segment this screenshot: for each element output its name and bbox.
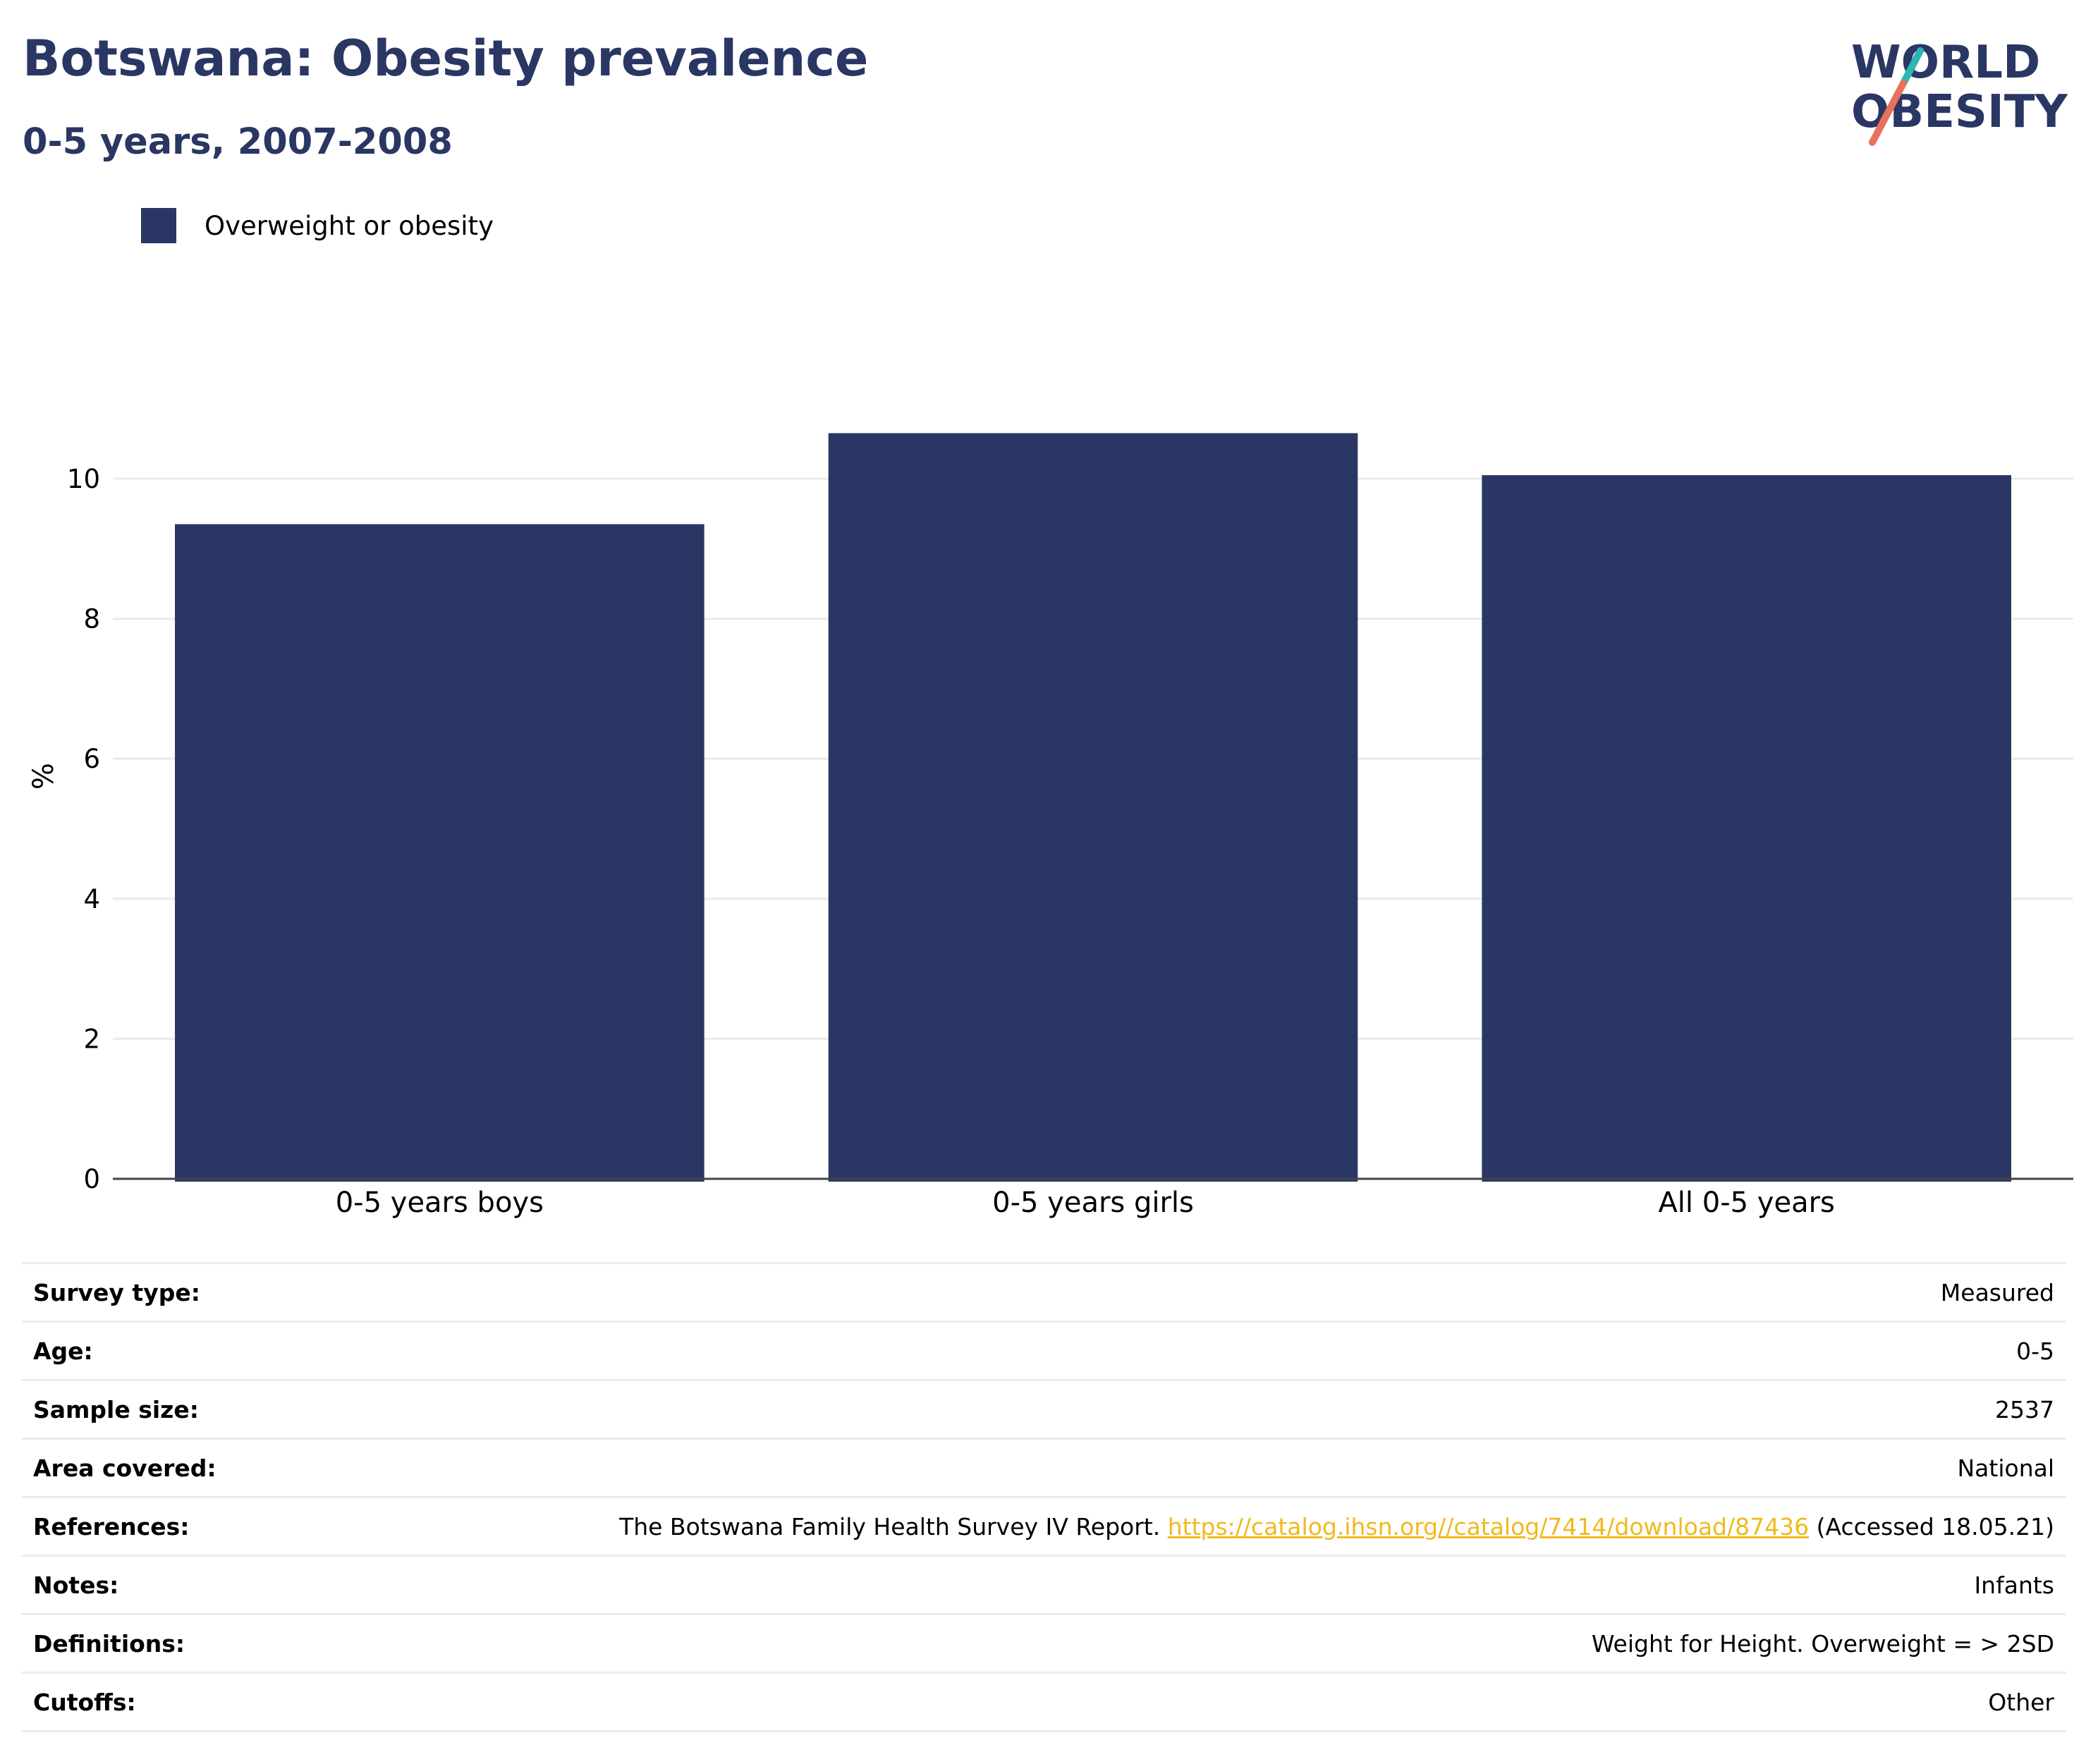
y-tick-label: 0 xyxy=(83,1164,100,1194)
info-value: 0-5 xyxy=(2016,1337,2054,1365)
info-row-references: References: The Botswana Family Health S… xyxy=(21,1497,2066,1556)
info-label: Age: xyxy=(33,1337,93,1365)
info-value: The Botswana Family Health Survey IV Rep… xyxy=(398,1497,2066,1556)
y-tick-label: 6 xyxy=(83,744,100,774)
info-label: Area covered: xyxy=(33,1454,216,1482)
x-tick-label: All 0-5 years xyxy=(1658,1187,1834,1219)
x-tick-label: 0-5 years boys xyxy=(336,1187,544,1219)
reference-link[interactable]: https://catalog.ihsn.org//catalog/7414/d… xyxy=(1167,1512,1810,1541)
info-label: Sample size: xyxy=(33,1395,199,1423)
bar xyxy=(828,433,1358,1182)
y-tick-label: 2 xyxy=(83,1024,100,1054)
chart-title: Botswana: Obesity prevalence xyxy=(23,30,869,87)
info-row-survey-type: Survey type: Measured xyxy=(21,1263,2066,1322)
bar xyxy=(175,524,705,1182)
chart-legend: Overweight or obesity xyxy=(141,208,494,243)
x-tick-label: 0-5 years girls xyxy=(992,1187,1194,1219)
y-tick-label: 4 xyxy=(83,884,100,914)
info-value: Weight for Height. Overweight = > 2SD xyxy=(1591,1629,2054,1658)
legend-swatch xyxy=(141,208,176,243)
reference-text: The Botswana Family Health Survey IV Rep… xyxy=(619,1512,1168,1541)
survey-info-table: Survey type: Measured Age: 0-5 Sample si… xyxy=(21,1262,2066,1732)
info-value: National xyxy=(1957,1454,2054,1482)
info-value: Measured xyxy=(1940,1278,2054,1306)
info-label: Survey type: xyxy=(33,1278,200,1306)
info-row-notes: Notes: Infants xyxy=(21,1555,2066,1615)
info-row-area-covered: Area covered: National xyxy=(21,1438,2066,1497)
bar xyxy=(1482,474,2011,1182)
y-axis-label: % xyxy=(28,763,60,790)
chart-subtitle: 0-5 years, 2007-2008 xyxy=(23,121,453,163)
info-row-age: Age: 0-5 xyxy=(21,1321,2066,1380)
y-tick-label: 8 xyxy=(83,604,100,635)
legend-label: Overweight or obesity xyxy=(205,210,494,241)
y-tick-label: 10 xyxy=(67,464,100,494)
reference-accessed: (Accessed 18.05.21) xyxy=(1809,1512,2054,1541)
info-label: References: xyxy=(33,1512,190,1541)
world-obesity-logo: WORLD OBESITY xyxy=(1851,37,2068,146)
bar-chart: 0 2 4 6 8 10 0-5 years boys 0-5 years girls All … xyxy=(28,433,2073,1219)
info-row-sample-size: Sample size: 2537 xyxy=(21,1380,2066,1439)
info-value: 2537 xyxy=(1995,1395,2054,1423)
info-row-definitions: Definitions: Weight for Height. Overweig… xyxy=(21,1614,2066,1673)
info-value: Other xyxy=(1988,1688,2054,1716)
info-label: Notes: xyxy=(33,1571,119,1599)
logo-line1: WORLD xyxy=(1851,37,2040,89)
info-value: Infants xyxy=(1974,1571,2054,1599)
info-row-cutoffs: Cutoffs: Other xyxy=(21,1672,2066,1732)
info-label: Cutoffs: xyxy=(33,1688,136,1716)
info-label: Definitions: xyxy=(33,1629,185,1658)
